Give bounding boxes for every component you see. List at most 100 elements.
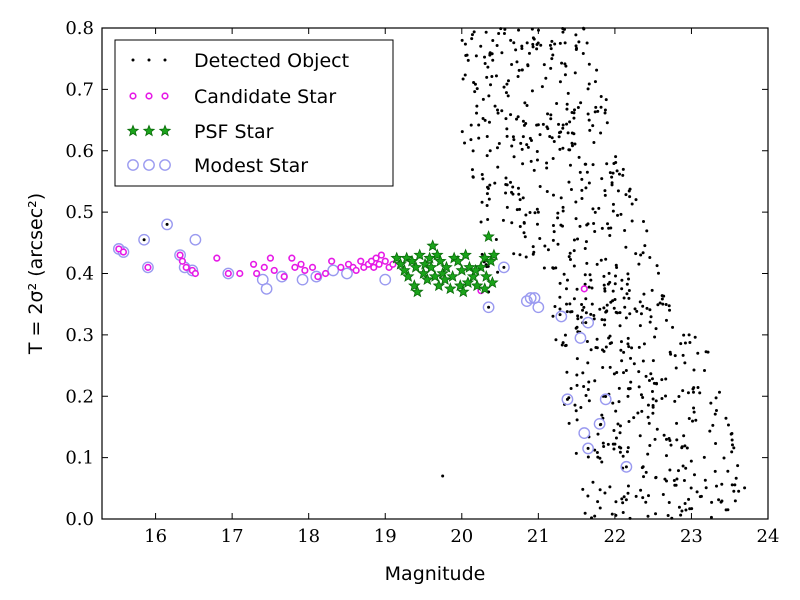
detected-object-point bbox=[603, 491, 607, 495]
psf-star-point bbox=[436, 266, 449, 279]
modest-star-point bbox=[524, 292, 537, 304]
detected-object-point bbox=[558, 281, 562, 285]
detected-object-point bbox=[589, 312, 593, 316]
detected-object-point bbox=[574, 451, 578, 455]
detected-object-point bbox=[684, 466, 688, 470]
detected-object-point bbox=[563, 62, 567, 66]
candidate-star-point bbox=[253, 269, 261, 278]
detected-object-point bbox=[651, 405, 655, 409]
detected-object-point bbox=[626, 342, 630, 346]
detected-object-point bbox=[517, 192, 521, 196]
detected-object-point bbox=[574, 409, 578, 413]
psf-star-point bbox=[423, 251, 436, 264]
detected-object-point bbox=[696, 386, 700, 390]
tick-labels: 16 17 18 19 20 21 22 23 24 0.0 0.1 0.2 0.3 0.4 0.5 0.6 0… bbox=[65, 18, 779, 547]
candidate-star-point bbox=[357, 257, 365, 265]
detected-object-point bbox=[653, 335, 657, 339]
detected-object-point bbox=[714, 484, 718, 488]
psf-star-point bbox=[446, 269, 459, 282]
detected-object-point bbox=[515, 208, 519, 212]
detected-object-point bbox=[603, 318, 607, 322]
detected-object-point bbox=[550, 57, 554, 61]
detected-object-point bbox=[611, 209, 615, 213]
detected-object-point bbox=[696, 351, 700, 355]
detected-object-point bbox=[569, 187, 573, 191]
detected-object-point bbox=[582, 305, 586, 309]
legend-marker-detected bbox=[147, 58, 151, 62]
detected-object-point bbox=[558, 147, 562, 151]
detected-object-point bbox=[589, 278, 593, 282]
psf-star-point bbox=[428, 269, 442, 282]
detected-object-point bbox=[568, 120, 572, 124]
detected-object-point bbox=[488, 149, 492, 153]
detected-object-point bbox=[485, 185, 489, 189]
candidate-star-point bbox=[288, 254, 296, 262]
detected-object-point bbox=[493, 181, 497, 185]
detected-object-point bbox=[709, 401, 713, 405]
detected-object-point bbox=[649, 372, 653, 376]
candidate-star-point bbox=[291, 263, 299, 271]
detected-object-point bbox=[543, 244, 547, 248]
detected-object-point bbox=[497, 32, 501, 36]
detected-object-point bbox=[681, 353, 685, 357]
detected-object-point bbox=[632, 362, 636, 366]
detected-object-point bbox=[607, 271, 611, 275]
detected-object-point bbox=[570, 111, 574, 115]
modest-star-point bbox=[555, 310, 568, 323]
detected-object-point bbox=[520, 68, 524, 72]
detected-object-point bbox=[588, 273, 592, 277]
y-tick-label: 0.2 bbox=[65, 386, 94, 407]
y-tick-label: 0.5 bbox=[65, 202, 94, 223]
detected-object-point bbox=[639, 253, 643, 257]
detected-object-point bbox=[505, 82, 509, 86]
detected-object-point bbox=[572, 238, 576, 242]
detected-object-point bbox=[516, 75, 520, 79]
candidate-star-point bbox=[308, 263, 317, 271]
detected-object-point bbox=[586, 361, 590, 365]
detected-object-point bbox=[717, 390, 721, 394]
detected-object-point bbox=[621, 510, 625, 514]
detected-object-point bbox=[602, 283, 606, 287]
x-tick-label: 23 bbox=[680, 526, 703, 547]
detected-object-point bbox=[689, 486, 693, 490]
detected-object-point bbox=[606, 442, 610, 446]
psf-star-point bbox=[434, 254, 447, 267]
detected-object-point bbox=[545, 161, 549, 165]
candidate-star-point bbox=[314, 272, 322, 281]
detected-object-point bbox=[565, 122, 569, 126]
detected-object-point bbox=[502, 85, 506, 89]
detected-object-point bbox=[650, 288, 654, 292]
detected-object-point bbox=[566, 131, 570, 135]
detected-object-point bbox=[460, 130, 464, 134]
detected-object-point bbox=[622, 495, 626, 499]
detected-object-point bbox=[675, 421, 679, 425]
candidate-star-point bbox=[176, 251, 184, 259]
detected-object-point bbox=[743, 486, 747, 490]
detected-object-point bbox=[642, 475, 646, 479]
detected-object-point bbox=[599, 258, 603, 262]
detected-object-point bbox=[474, 54, 478, 58]
detected-object-point bbox=[567, 180, 571, 184]
detected-object-point bbox=[487, 120, 491, 124]
detected-object-point bbox=[709, 515, 713, 519]
detected-object-point bbox=[605, 303, 609, 307]
detected-object-point bbox=[470, 33, 474, 37]
candidate-star-point bbox=[236, 269, 244, 278]
detected-object-point bbox=[641, 359, 645, 363]
detected-object-point bbox=[587, 118, 591, 122]
detected-object-point bbox=[505, 205, 509, 209]
detected-object-point bbox=[726, 508, 730, 512]
detected-object-point bbox=[572, 108, 576, 112]
detected-object-point bbox=[667, 304, 671, 308]
modest-star-point bbox=[260, 282, 273, 295]
detected-object-point bbox=[567, 421, 571, 425]
detected-object-point bbox=[570, 141, 574, 145]
detected-object-point bbox=[587, 62, 591, 66]
detected-object-point bbox=[485, 135, 489, 139]
detected-object-point bbox=[595, 68, 599, 72]
detected-object-point bbox=[541, 122, 545, 126]
detected-object-point bbox=[465, 53, 469, 57]
candidate-star-point bbox=[321, 269, 330, 278]
psf-star-point bbox=[482, 230, 495, 242]
detected-object-point bbox=[687, 497, 691, 501]
